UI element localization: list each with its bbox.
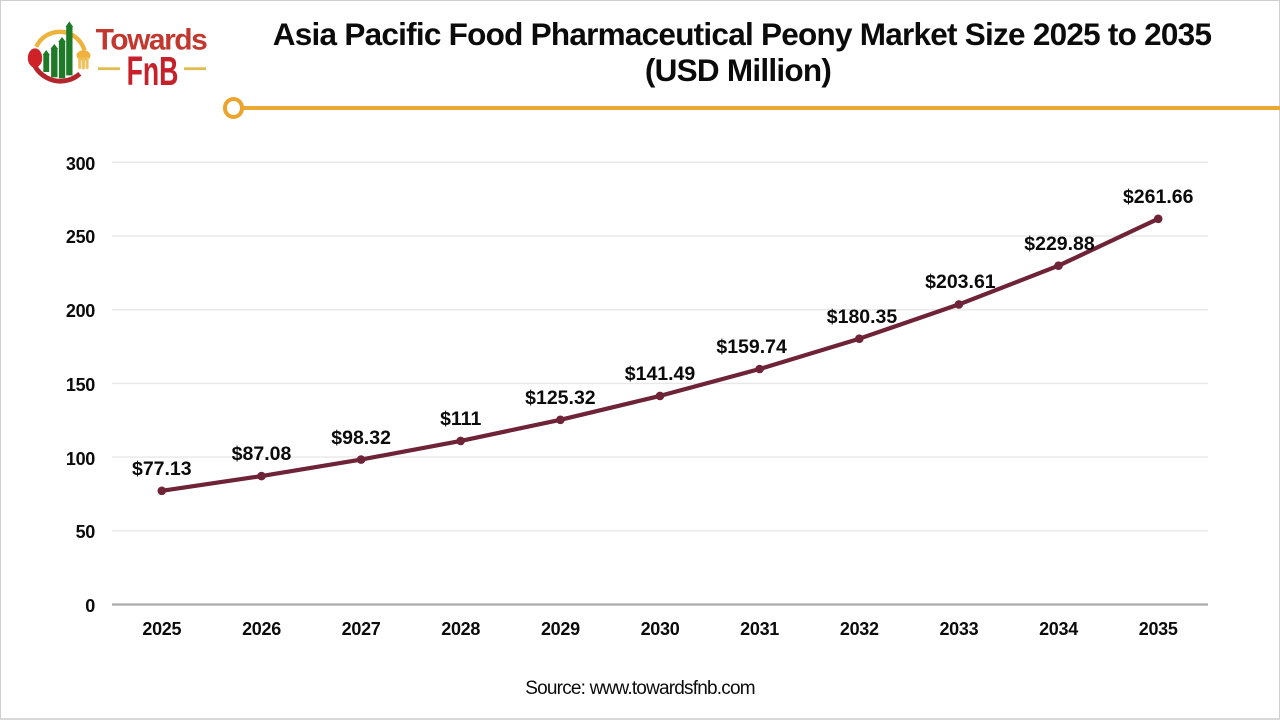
svg-text:Towards: Towards — [96, 24, 207, 57]
svg-text:FnB: FnB — [127, 49, 179, 94]
